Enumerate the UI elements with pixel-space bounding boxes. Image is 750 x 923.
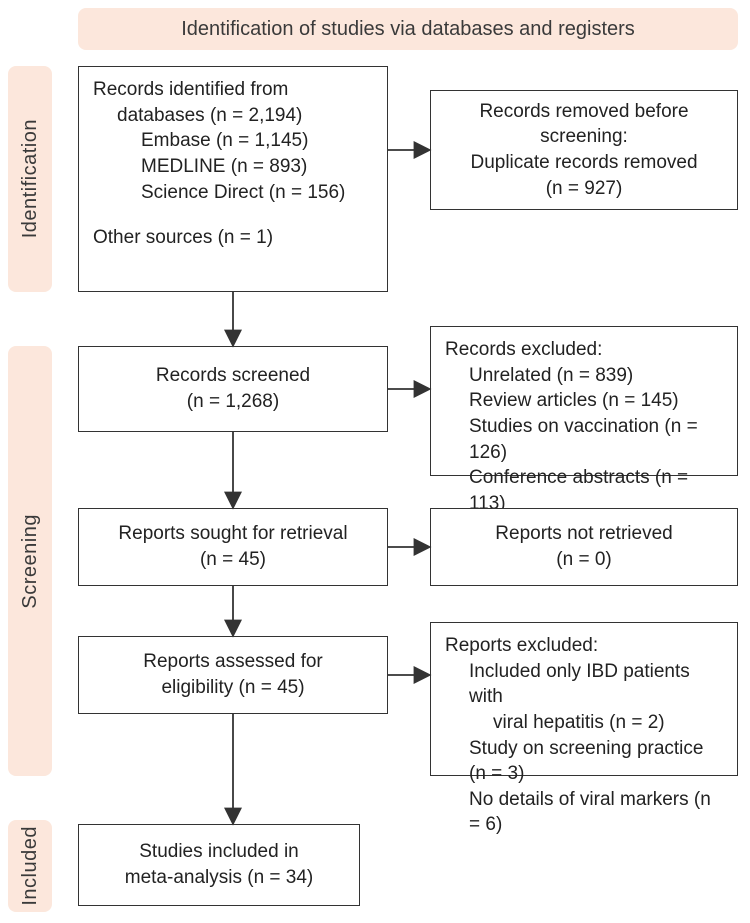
text-line: MEDLINE (n = 893) — [93, 154, 373, 180]
text-line: Included only IBD patients with — [445, 659, 723, 710]
box-records-screened: Records screened (n = 1,268) — [78, 346, 388, 432]
text-line: viral hepatitis (n = 2) — [445, 710, 723, 736]
text-line: Unrelated (n = 839) — [445, 363, 723, 389]
text-line: (n = 1,268) — [93, 389, 373, 415]
text-line: Study on screening practice (n = 3) — [445, 736, 723, 787]
box-records-removed: Records removed before screening: Duplic… — [430, 90, 738, 210]
text-line: Records removed before screening: — [445, 99, 723, 150]
box-reports-excluded-eligibility: Reports excluded: Included only IBD pati… — [430, 622, 738, 776]
text-line: Reports not retrieved — [445, 521, 723, 547]
text-line: Other sources (n = 1) — [93, 225, 373, 251]
text-line: Duplicate records removed — [445, 150, 723, 176]
text-line: meta-analysis (n = 34) — [93, 865, 345, 891]
diagram-title-banner: Identification of studies via databases … — [78, 8, 738, 50]
text-line: Reports excluded: — [445, 633, 723, 659]
text-line: Studies on vaccination (n = 126) — [445, 414, 723, 465]
text-line: (n = 0) — [445, 547, 723, 573]
text-line: Reports assessed for — [93, 649, 373, 675]
prisma-flowchart: Identification of studies via databases … — [0, 0, 750, 923]
text-line: databases (n = 2,194) — [93, 103, 373, 129]
box-records-identified: Records identified from databases (n = 2… — [78, 66, 388, 292]
text-line: eligibility (n = 45) — [93, 675, 373, 701]
text-line: (n = 927) — [445, 176, 723, 202]
phase-identification: Identification — [8, 66, 52, 292]
phase-screening: Screening — [8, 346, 52, 776]
diagram-title: Identification of studies via databases … — [181, 18, 635, 41]
box-records-excluded-screening: Records excluded: Unrelated (n = 839) Re… — [430, 326, 738, 476]
text-line: Studies included in — [93, 839, 345, 865]
text-line: Science Direct (n = 156) — [93, 180, 373, 206]
box-studies-included: Studies included in meta-analysis (n = 3… — [78, 824, 360, 906]
text-line: No details of viral markers (n = 6) — [445, 787, 723, 838]
text-line: Records excluded: — [445, 337, 723, 363]
text-line: Review articles (n = 145) — [445, 388, 723, 414]
phase-identification-label: Identification — [19, 119, 42, 238]
phase-included: Included — [8, 820, 52, 912]
phase-screening-label: Screening — [19, 514, 42, 609]
box-reports-not-retrieved: Reports not retrieved (n = 0) — [430, 508, 738, 586]
phase-included-label: Included — [19, 826, 42, 906]
box-reports-sought: Reports sought for retrieval (n = 45) — [78, 508, 388, 586]
text-line: (n = 45) — [93, 547, 373, 573]
text-line: Embase (n = 1,145) — [93, 128, 373, 154]
text-line: Reports sought for retrieval — [93, 521, 373, 547]
box-reports-assessed: Reports assessed for eligibility (n = 45… — [78, 636, 388, 714]
text-line: Records identified from — [93, 77, 373, 103]
text-line: Records screened — [93, 363, 373, 389]
